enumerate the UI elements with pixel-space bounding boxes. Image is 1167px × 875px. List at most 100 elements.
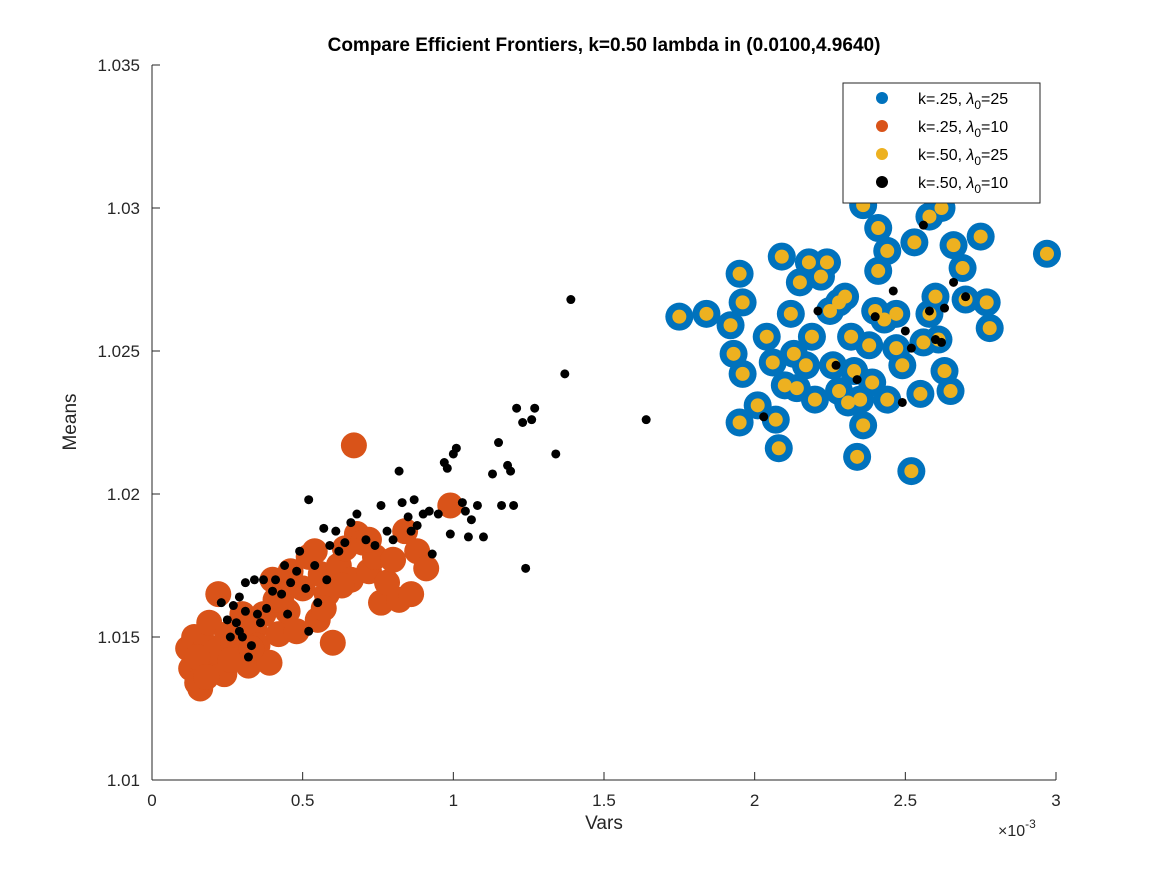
data-point: [271, 575, 281, 585]
data-point: [325, 540, 335, 550]
data-point: [943, 384, 958, 399]
data-point: [853, 392, 868, 407]
data-point: [946, 238, 961, 253]
x-axis-label: Vars: [585, 813, 623, 834]
data-point: [900, 326, 910, 336]
data-point: [376, 500, 386, 510]
data-point: [246, 641, 256, 651]
data-point: [765, 355, 780, 370]
data-point: [249, 575, 259, 585]
data-point: [768, 412, 783, 427]
data-point: [936, 337, 946, 347]
chart-title: Compare Efficient Frontiers, k=0.50 lamb…: [328, 35, 881, 56]
data-point: [217, 646, 244, 673]
data-point: [268, 586, 278, 596]
axes: 0 0.5 1 1.5 2 2.5 3 1.01 1.015 1.02 1.025 1.03 1.03…: [97, 56, 1060, 810]
data-point: [880, 243, 895, 258]
data-point: [726, 346, 741, 361]
data-point: [445, 529, 455, 539]
data-point: [530, 403, 540, 413]
series-2-markers: [672, 175, 1054, 479]
data-point: [865, 375, 880, 390]
data-point: [847, 364, 862, 379]
data-point: [433, 509, 443, 519]
data-point: [497, 500, 507, 510]
legend-marker: [876, 148, 888, 160]
data-point: [735, 366, 750, 381]
data-point: [897, 397, 907, 407]
data-point: [193, 664, 220, 691]
x-tick-label: 2: [750, 791, 759, 810]
data-point: [406, 526, 416, 536]
data-point: [906, 343, 916, 353]
data-point: [255, 618, 265, 628]
data-point: [319, 629, 346, 656]
data-point: [424, 506, 434, 516]
data-point: [774, 249, 789, 264]
data-point: [979, 295, 994, 310]
data-point: [895, 358, 910, 373]
data-point: [850, 449, 865, 464]
data-point: [234, 592, 244, 602]
exponent-power: -3: [1025, 817, 1036, 831]
data-point: [340, 432, 367, 459]
data-point: [222, 615, 232, 625]
data-point: [735, 295, 750, 310]
data-point: [451, 443, 461, 453]
legend-box: [842, 82, 1041, 204]
data-point: [1039, 246, 1054, 261]
data-point: [798, 358, 813, 373]
data-point: [352, 509, 362, 519]
data-point: [184, 644, 211, 671]
data-point: [216, 598, 226, 608]
data-point: [823, 303, 837, 318]
data-point: [243, 652, 253, 662]
legend-entry: k=.25, λ0=25: [876, 91, 1008, 112]
legend-label: k=.50, λ0=25: [918, 147, 1008, 168]
data-point: [228, 601, 238, 611]
data-point: [807, 392, 822, 407]
data-point: [258, 575, 268, 585]
data-point: [301, 538, 328, 565]
x-tick-label: 1.5: [592, 791, 616, 810]
data-point: [506, 466, 516, 476]
data-point: [231, 618, 241, 628]
data-point: [319, 523, 329, 533]
data-point: [973, 229, 988, 244]
data-point: [813, 306, 823, 316]
data-point: [832, 295, 847, 310]
data-point: [472, 500, 482, 510]
data-point: [442, 463, 452, 473]
data-point: [916, 335, 931, 350]
legend: k=.25, λ0=25 k=.25, λ0=10 k=.50, λ0=25 k=.5…: [842, 82, 1041, 204]
data-point: [831, 360, 841, 370]
data-point: [732, 266, 747, 281]
data-point: [346, 518, 356, 528]
data-point: [786, 346, 801, 361]
data-point: [304, 495, 314, 505]
data-point: [937, 364, 952, 379]
legend-marker: [876, 92, 888, 104]
data-point: [759, 329, 774, 344]
data-point: [852, 375, 862, 385]
data-point: [370, 540, 380, 550]
x-tick-label: 0.5: [291, 791, 315, 810]
legend-marker: [876, 176, 888, 188]
data-point: [403, 512, 413, 522]
data-point: [759, 412, 769, 422]
data-point: [304, 626, 314, 636]
data-point: [527, 415, 537, 425]
data-point: [328, 572, 355, 599]
data-point: [295, 546, 305, 556]
data-point: [331, 526, 341, 536]
data-point: [913, 386, 928, 401]
data-point: [286, 578, 296, 588]
data-point: [732, 415, 747, 430]
data-point: [844, 329, 859, 344]
data-point: [856, 418, 871, 433]
data-point: [924, 306, 934, 316]
data-point: [904, 464, 919, 479]
data-point: [322, 575, 332, 585]
legend-marker: [876, 120, 888, 132]
